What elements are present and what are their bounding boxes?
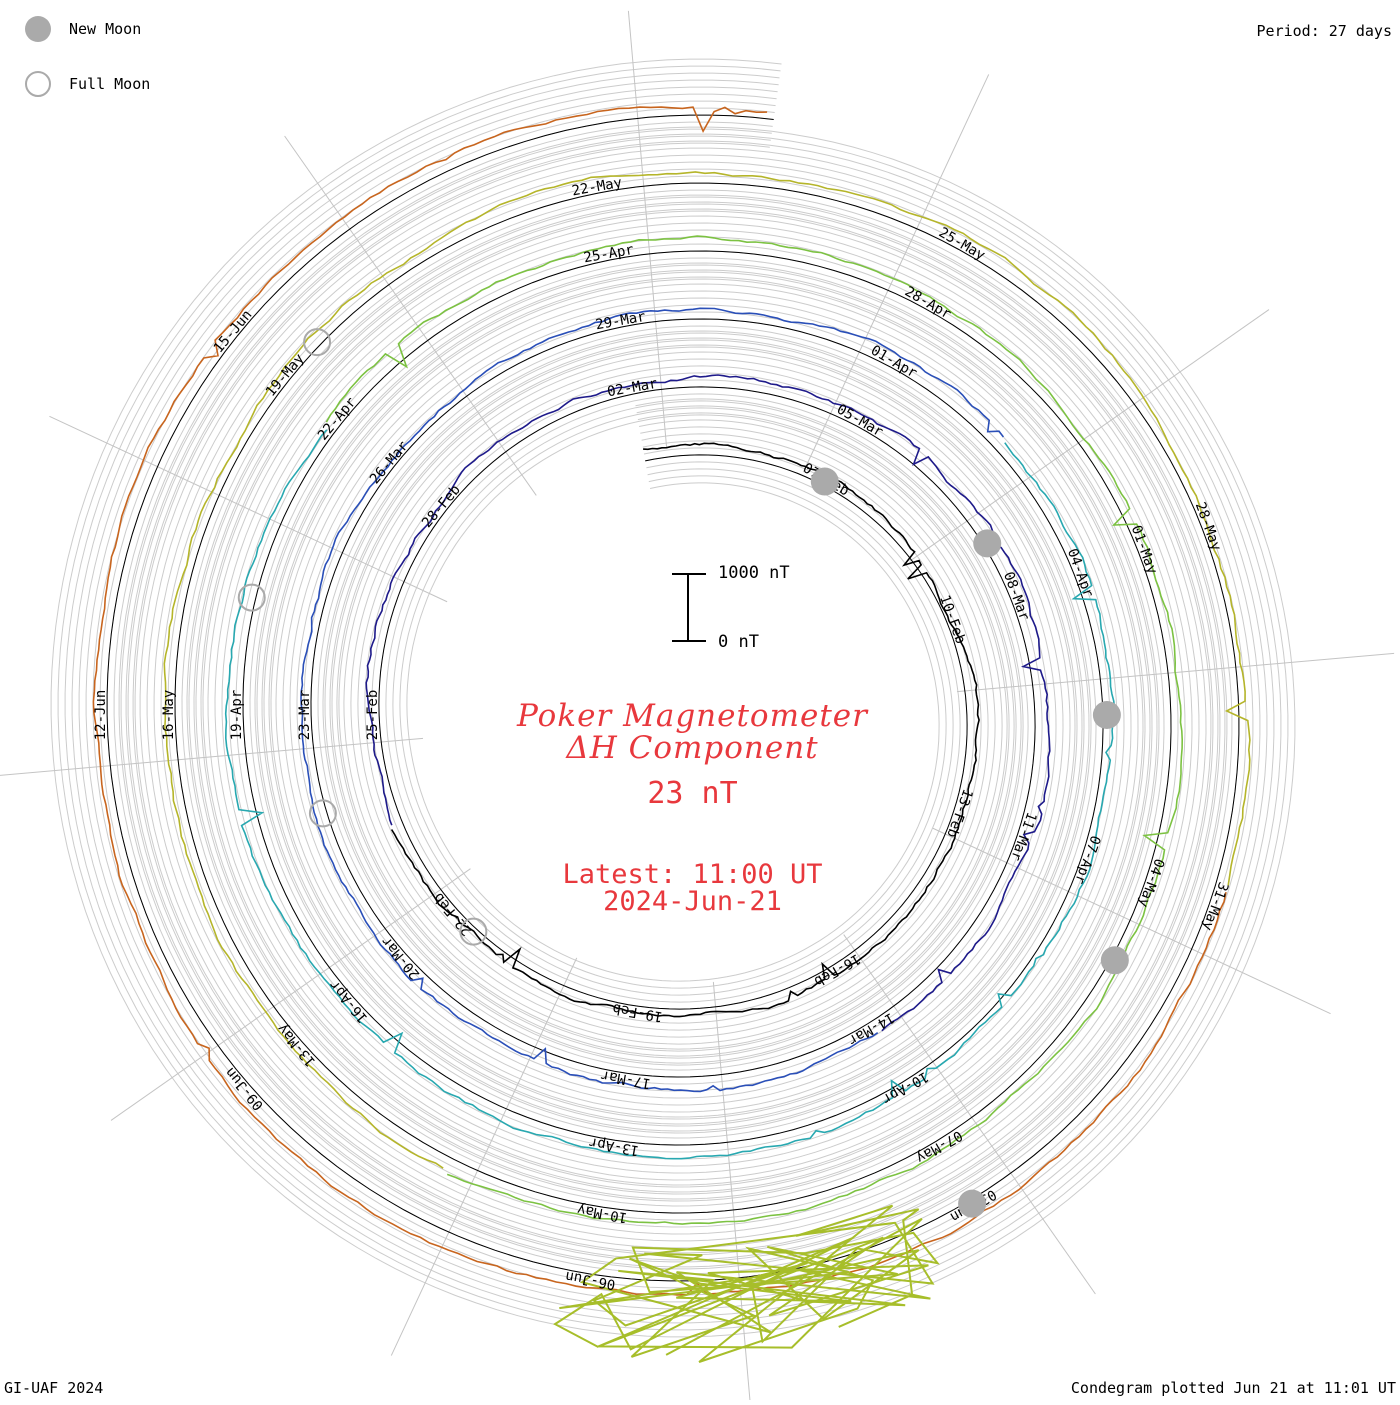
period-label: Period: 27 days bbox=[1256, 22, 1392, 40]
grid-spiral-line bbox=[113, 121, 1233, 1275]
grid-spiral-line bbox=[64, 72, 1282, 1324]
date-tick-label: 16-Apr bbox=[326, 977, 371, 1026]
grid-spiral-line bbox=[127, 135, 1219, 1261]
grid-radial-line bbox=[0, 737, 424, 776]
data-trace-rev-3 bbox=[300, 307, 1005, 1093]
date-tick-label: 01-May bbox=[1128, 523, 1160, 576]
date-tick-label: 12-Jun bbox=[93, 690, 109, 741]
date-tick-label: 10-Feb bbox=[936, 593, 968, 646]
full-moon-marker bbox=[308, 799, 337, 828]
full-moon-icon bbox=[25, 71, 51, 97]
date-tick-label: 10-May bbox=[576, 1201, 629, 1226]
date-tick-label: 20-Mar bbox=[379, 933, 424, 982]
scale-bottom-label: 0 nT bbox=[718, 632, 759, 652]
date-tick-label: 17-Mar bbox=[600, 1067, 653, 1092]
legend-full-moon-label: Full Moon bbox=[69, 75, 151, 93]
date-tick-label: 13-May bbox=[274, 1020, 319, 1069]
date-tick-label: 19-Feb bbox=[611, 1000, 664, 1025]
date-tick-label: 16-Feb bbox=[811, 950, 863, 989]
current-value: 23 nT bbox=[647, 776, 738, 811]
date-tick-label: 25-Apr bbox=[582, 242, 635, 267]
date-tick-label: 22-Apr bbox=[315, 394, 360, 443]
date-tick-label: 28-May bbox=[1192, 500, 1224, 553]
grid-spiral-line bbox=[78, 86, 1268, 1310]
data-trace-rev-1 bbox=[390, 442, 980, 1018]
storm-burst-trace bbox=[553, 1204, 940, 1363]
grid-radial-line bbox=[390, 957, 578, 1356]
date-tick-label: 28-Feb bbox=[419, 482, 464, 531]
latest-time: Latest: 11:00 UT bbox=[562, 859, 823, 890]
date-tick-label: 28-Apr bbox=[902, 284, 954, 323]
date-tick-label: 15-Jun bbox=[211, 307, 256, 356]
date-tick-label: 25-Feb bbox=[365, 690, 381, 741]
footer-plotted: Condegram plotted Jun 21 at 11:01 UT bbox=[1070, 1379, 1396, 1397]
chart-title: Poker Magnetometer bbox=[517, 698, 868, 734]
full-moon-marker bbox=[303, 328, 332, 357]
grid-spiral-line bbox=[120, 128, 1226, 1268]
grid-radial-line bbox=[843, 934, 1096, 1295]
date-tick-label: 07-May bbox=[913, 1127, 965, 1166]
date-tick-label: 26-Mar bbox=[367, 438, 412, 487]
new-moon-marker bbox=[973, 529, 1002, 558]
scale-top-label: 1000 nT bbox=[718, 563, 790, 583]
grid-radial-line bbox=[110, 868, 471, 1121]
grid-radial-line bbox=[284, 135, 537, 496]
grid-radial-line bbox=[627, 10, 668, 449]
new-moon-marker bbox=[810, 467, 839, 496]
date-tick-label: 06-Jun bbox=[564, 1268, 617, 1293]
grid-radial-line bbox=[932, 827, 1331, 1015]
date-tick-label: 10-Apr bbox=[879, 1068, 931, 1107]
data-trace-rev-6 bbox=[163, 171, 1251, 1169]
data-trace-rev-5 bbox=[325, 235, 1184, 1225]
date-tick-label: 11-Mar bbox=[1007, 810, 1039, 863]
grid-radial-line bbox=[49, 415, 448, 603]
chart-subtitle: ΔH Component bbox=[566, 730, 819, 766]
legend-new-moon: New Moon bbox=[25, 12, 141, 46]
baseline-spiral bbox=[106, 114, 1240, 1282]
grid-spiral-line bbox=[50, 58, 1296, 1338]
full-moon-marker bbox=[459, 917, 488, 946]
footer-credit: GI-UAF 2024 bbox=[4, 1379, 104, 1397]
legend-full-moon: Full Moon bbox=[25, 67, 150, 101]
grid-spiral-line bbox=[134, 142, 1212, 1254]
date-tick-label: 16-May bbox=[161, 690, 177, 741]
new-moon-marker bbox=[1100, 946, 1129, 975]
data-trace-rev-4 bbox=[224, 429, 1116, 1160]
grid-spiral-line bbox=[85, 93, 1261, 1303]
date-tick-label: 19-May bbox=[263, 351, 308, 400]
data-trace-rev-2 bbox=[365, 374, 1051, 1032]
new-moon-marker bbox=[958, 1189, 987, 1218]
date-tick-label: 14-Mar bbox=[845, 1009, 897, 1048]
new-moon-icon bbox=[25, 16, 51, 42]
data-trace-rev-7 bbox=[92, 106, 1227, 1296]
grid-spiral-line bbox=[71, 79, 1275, 1317]
grid-spiral-line bbox=[92, 100, 1254, 1296]
latest-date: 2024-Jun-21 bbox=[603, 886, 782, 917]
grid-spiral-line bbox=[57, 65, 1289, 1331]
date-tick-label: 02-Mar bbox=[606, 376, 659, 401]
date-tick-label: 22-May bbox=[571, 175, 624, 200]
date-tick-label: 19-Apr bbox=[229, 690, 245, 741]
date-tick-label: 13-Apr bbox=[588, 1134, 641, 1159]
full-moon-marker bbox=[237, 583, 266, 612]
date-tick-label: 23-Mar bbox=[297, 690, 313, 741]
date-tick-label: 04-Apr bbox=[1064, 547, 1096, 600]
grid-radial-line bbox=[909, 309, 1270, 562]
new-moon-marker bbox=[1092, 701, 1121, 729]
date-tick-label: 29-Mar bbox=[594, 309, 647, 334]
legend-new-moon-label: New Moon bbox=[69, 20, 142, 38]
grid-radial-line bbox=[802, 74, 990, 473]
